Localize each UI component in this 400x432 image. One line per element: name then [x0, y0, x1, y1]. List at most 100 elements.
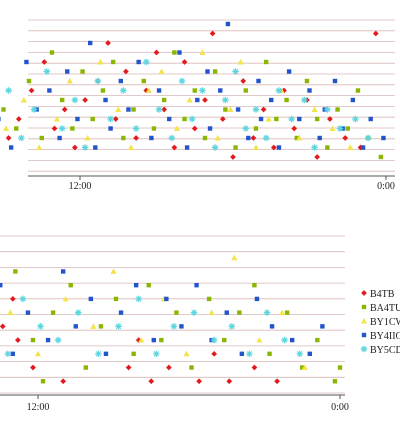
data-point: [378, 154, 384, 160]
data-point: [153, 49, 160, 56]
data-point: [8, 145, 14, 150]
x-tick-label: 12:00: [69, 181, 92, 192]
data-point: [311, 144, 318, 151]
data-point: [202, 135, 208, 141]
data-point: [127, 144, 135, 150]
data-point: [93, 145, 98, 150]
data-point: [1, 107, 6, 112]
data-point: [191, 125, 198, 132]
data-point: [135, 295, 142, 303]
data-point: [173, 125, 180, 131]
data-point: [288, 115, 295, 123]
data-point: [90, 323, 97, 329]
data-point: [335, 107, 340, 112]
chart-2-x-axis: 12:00 0:00: [0, 394, 349, 413]
data-point: [174, 310, 179, 315]
data-point: [135, 337, 142, 343]
data-point: [39, 135, 44, 141]
data-point: [256, 337, 263, 343]
data-point: [88, 296, 94, 302]
legend-label: BY4IIG: [370, 331, 400, 342]
data-point: [100, 88, 106, 93]
data-point: [275, 87, 283, 94]
data-point: [218, 88, 223, 93]
data-point: [50, 310, 56, 315]
data-point: [372, 30, 379, 37]
data-point: [59, 97, 65, 103]
data-point: [132, 125, 140, 132]
data-point: [211, 350, 218, 357]
data-point: [5, 135, 12, 141]
data-point: [235, 107, 241, 112]
data-point: [230, 154, 236, 160]
data-point: [296, 134, 303, 141]
data-point: [171, 144, 178, 151]
data-point: [342, 135, 349, 141]
data-point: [49, 50, 55, 55]
data-point: [327, 116, 333, 122]
data-point: [317, 135, 322, 141]
data-point: [61, 106, 68, 113]
data-point: [0, 282, 3, 288]
data-point: [223, 107, 228, 112]
data-point: [105, 40, 111, 46]
data-point: [168, 134, 176, 142]
chart-1-x-axis: 12:00 0:00: [28, 175, 395, 192]
data-point: [7, 309, 14, 316]
data-point: [227, 106, 234, 112]
data-point: [19, 295, 27, 303]
data-point: [133, 135, 139, 141]
data-point: [300, 365, 305, 370]
data-point: [179, 324, 184, 329]
data-point: [156, 88, 162, 93]
data-point: [222, 96, 229, 104]
data-point: [107, 115, 114, 123]
data-point: [110, 268, 117, 274]
data-point: [84, 134, 91, 141]
data-point: [320, 324, 325, 329]
data-point: [121, 135, 126, 141]
data-point: [307, 351, 312, 357]
data-point: [58, 125, 66, 132]
data-point: [189, 365, 194, 370]
data-point: [161, 106, 168, 113]
data-point: [45, 337, 51, 343]
data-point: [208, 309, 215, 316]
data-point: [152, 350, 160, 358]
data-point: [13, 269, 18, 274]
data-point: [0, 323, 6, 330]
data-point: [206, 296, 212, 302]
data-point: [202, 97, 208, 103]
data-point: [205, 69, 210, 74]
data-point: [143, 58, 150, 66]
data-point: [53, 115, 61, 122]
data-point: [95, 350, 102, 358]
data-point: [2, 125, 10, 131]
data-point: [14, 126, 19, 131]
data-point: [243, 88, 248, 93]
data-point: [263, 59, 269, 65]
data-point: [60, 378, 67, 385]
data-point: [284, 310, 290, 315]
data-point: [267, 351, 272, 357]
data-point: [212, 69, 218, 74]
data-point: [30, 364, 36, 371]
data-point: [265, 115, 272, 122]
data-point: [279, 309, 286, 316]
data-point: [108, 126, 113, 131]
data-point: [219, 116, 226, 122]
data-point: [210, 336, 218, 344]
data-point: [222, 337, 227, 343]
data-point: [159, 337, 164, 343]
data-point: [199, 49, 206, 55]
data-point: [170, 323, 178, 330]
data-point: [36, 144, 43, 150]
data-point: [151, 126, 157, 131]
chart-1: 12:00 0:00: [0, 19, 395, 192]
data-point: [125, 364, 132, 371]
data-point: [254, 296, 260, 302]
data-point: [246, 135, 251, 141]
data-point: [60, 269, 66, 274]
data-point: [260, 106, 267, 113]
